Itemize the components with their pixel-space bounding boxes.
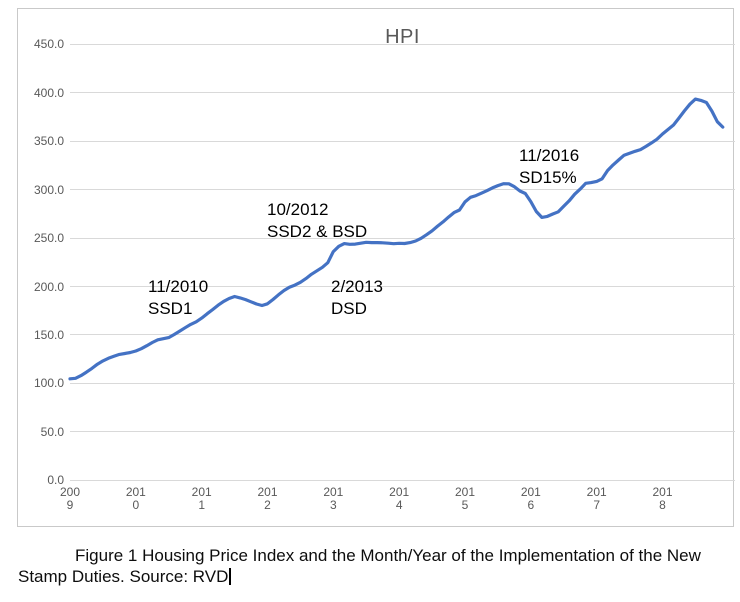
y-gridline xyxy=(70,43,735,45)
y-gridline xyxy=(70,92,735,94)
annotation-dsd: 2/2013 DSD xyxy=(331,277,383,318)
y-axis-tick-label: 250.0 xyxy=(33,231,64,246)
hpi-chart-object[interactable]: HPI 450.0 400.0 350.0 300.0 250.0 200.0 150.0 1… xyxy=(17,8,735,527)
x-axis-tick-label: 201 4 xyxy=(389,485,410,512)
y-axis-tick-label: 450.0 xyxy=(33,37,64,52)
y-axis-tick-label: 400.0 xyxy=(33,85,64,100)
x-axis-tick-label: 201 7 xyxy=(586,485,607,512)
y-gridline xyxy=(70,286,735,288)
x-axis-tick-label: 201 8 xyxy=(652,485,673,512)
y-axis-tick-label: 300.0 xyxy=(33,182,64,197)
y-gridline xyxy=(70,189,735,191)
y-axis-tick-label: 150.0 xyxy=(33,327,64,342)
y-gridline xyxy=(70,382,735,384)
hpi-line-series xyxy=(68,97,725,381)
y-axis-tick-label: 50.0 xyxy=(40,424,64,439)
x-axis-tick-label: 201 0 xyxy=(125,485,146,512)
chart-title: HPI xyxy=(385,26,420,48)
y-gridline xyxy=(70,334,735,336)
caption-line-2: Stamp Duties. Source: RVD xyxy=(18,566,732,587)
y-axis-tick-label: 0.0 xyxy=(47,473,64,488)
x-axis-tick-label: 201 6 xyxy=(520,485,541,512)
x-axis-tick-label: 201 2 xyxy=(257,485,278,512)
x-axis-tick-label: 200 9 xyxy=(59,485,81,512)
y-axis-tick-label: 100.0 xyxy=(33,376,64,391)
caption-line-1: Figure 1 Housing Price Index and the Mon… xyxy=(75,546,701,565)
y-gridline xyxy=(70,237,735,239)
x-axis-tick-label: 201 1 xyxy=(191,485,212,512)
x-axis-tick-label: 201 3 xyxy=(323,485,344,512)
figure-caption[interactable]: Figure 1 Housing Price Index and the Mon… xyxy=(18,545,732,587)
plot-area xyxy=(68,97,725,381)
y-axis-tick-label: 200.0 xyxy=(33,279,64,294)
y-gridline xyxy=(70,431,735,433)
y-gridline xyxy=(70,140,735,142)
annotation-ssd2-bsd: 10/2012 SSD2 & BSD xyxy=(267,200,368,241)
y-axis-tick-label: 350.0 xyxy=(33,134,64,149)
x-axis-tick-label: 201 5 xyxy=(454,485,475,512)
annotation-sd15-: 11/2016 SD15% xyxy=(519,146,580,187)
text-cursor xyxy=(229,568,231,585)
annotation-ssd1: 11/2010 SSD1 xyxy=(148,277,209,318)
y-gridline xyxy=(70,479,735,481)
